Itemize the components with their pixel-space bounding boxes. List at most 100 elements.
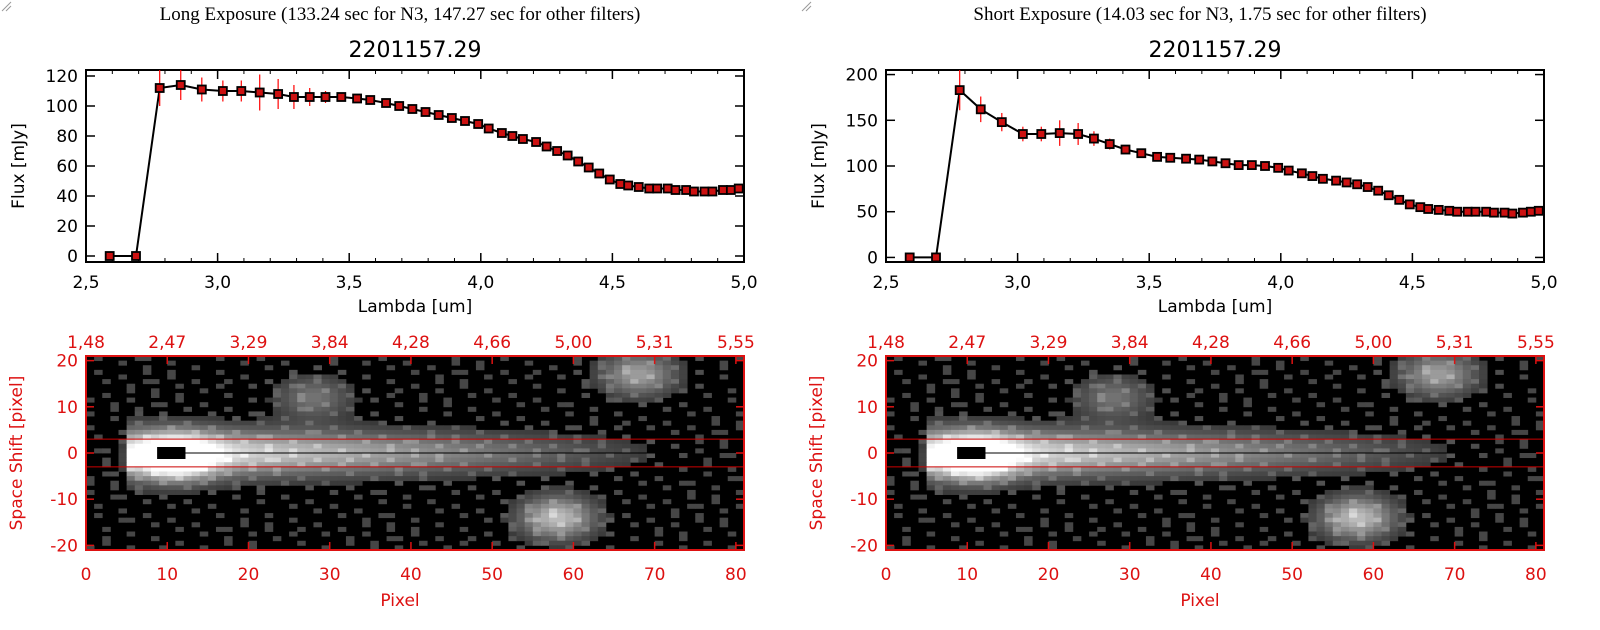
heatmap-cell — [345, 462, 355, 468]
heatmap-cell — [630, 369, 639, 375]
heatmap-cell — [1243, 480, 1252, 486]
heatmap-cell — [1349, 434, 1358, 440]
heatmap-cell — [484, 429, 493, 435]
heatmap-cell — [1308, 392, 1317, 398]
heatmap-cell — [1024, 536, 1033, 542]
heatmap-cell — [695, 503, 704, 509]
heatmap-cell — [950, 434, 960, 440]
heatmap-cell — [1097, 416, 1106, 422]
heatmap-cell — [1129, 480, 1139, 486]
heatmap-cell — [500, 443, 509, 449]
heatmap-cell — [622, 374, 631, 380]
heatmap-cell — [492, 397, 501, 403]
heatmap-cell — [1422, 448, 1431, 454]
heatmap-cell — [975, 540, 984, 546]
heatmap-cell — [549, 448, 558, 454]
heatmap-cell — [540, 429, 550, 435]
image-top-tick-label: 2,47 — [148, 333, 186, 353]
heatmap-cell — [605, 356, 615, 362]
heatmap-cell — [1332, 471, 1342, 477]
resize-grip-icon[interactable] — [800, 0, 812, 12]
heatmap-cell — [1089, 369, 1098, 375]
heatmap-cell — [1381, 503, 1391, 509]
heatmap-cell — [1145, 453, 1155, 459]
heatmap-cell — [256, 457, 266, 463]
data-point — [1318, 173, 1328, 184]
heatmap-cell — [1121, 420, 1131, 426]
heatmap-cell — [264, 457, 274, 463]
heatmap-cell — [695, 369, 704, 375]
heatmap-cell — [345, 536, 355, 542]
heatmap-cell — [1357, 466, 1366, 472]
heatmap-cell — [1438, 392, 1447, 398]
heatmap-cell — [662, 388, 672, 394]
heatmap-cell — [1308, 434, 1317, 440]
heatmap-cell — [557, 545, 566, 551]
heatmap-cell — [484, 448, 493, 454]
heatmap-cell — [1446, 397, 1456, 403]
heatmap-cell — [942, 457, 952, 463]
heatmap-cell — [1080, 462, 1090, 468]
heatmap-cell — [459, 448, 469, 454]
heatmap-cell — [1121, 471, 1131, 477]
heatmap-cell — [1479, 369, 1488, 375]
heatmap-cell — [1316, 480, 1326, 486]
heatmap-cell — [605, 383, 615, 389]
heatmap-cell — [1137, 369, 1147, 375]
heatmap-cell — [175, 443, 184, 449]
heatmap-cell — [215, 485, 225, 491]
heatmap-cell — [1365, 513, 1374, 519]
heatmap-cell — [321, 374, 331, 380]
heatmap-cell — [1462, 383, 1472, 389]
heatmap-cell — [1089, 388, 1098, 394]
heatmap-cell — [508, 471, 517, 477]
heatmap-cell — [1470, 365, 1480, 371]
heatmap-cell — [1349, 443, 1358, 449]
heatmap-cell — [378, 457, 387, 463]
heatmap-cell — [475, 434, 485, 440]
heatmap-cell — [459, 466, 469, 472]
heatmap-cell — [1373, 443, 1382, 449]
heatmap-cell — [967, 517, 976, 523]
heatmap-cell — [1178, 513, 1187, 519]
resize-grip-icon[interactable] — [0, 0, 12, 12]
heatmap-cell — [337, 453, 347, 459]
heatmap-cell — [1072, 429, 1082, 435]
image-x-tick-label: 60 — [1363, 565, 1385, 585]
heatmap-cell — [1105, 476, 1114, 482]
spectrum-frame — [85, 69, 745, 263]
heatmap-cell — [1105, 457, 1114, 463]
heatmap-cell — [1227, 476, 1236, 482]
heatmap-cell — [272, 388, 282, 394]
heatmap-cell — [959, 434, 968, 440]
heatmap-cell — [1145, 439, 1155, 445]
heatmap-cell — [508, 522, 517, 528]
heatmap-cell — [1381, 462, 1391, 468]
heatmap-cell — [910, 480, 919, 486]
data-point — [394, 101, 405, 111]
heatmap-cell — [1170, 411, 1179, 417]
heatmap-cell — [313, 443, 322, 449]
heatmap-cell — [492, 439, 501, 445]
heatmap-cell — [1097, 392, 1106, 398]
heatmap-cell — [1154, 476, 1163, 482]
heatmap-cell — [272, 434, 282, 440]
heatmap-cell — [1129, 425, 1139, 431]
image-top-tick-label: 2,47 — [948, 333, 986, 353]
heatmap-cell — [289, 374, 298, 380]
heatmap-cell — [735, 420, 745, 426]
heatmap-cell — [345, 434, 355, 440]
heatmap-cell — [1332, 453, 1342, 459]
heatmap-cell — [991, 425, 1001, 431]
image-top-tick-label: 5,00 — [1354, 333, 1392, 353]
heatmap-cell — [1162, 443, 1171, 449]
heatmap-cell — [1438, 379, 1447, 385]
heatmap-cell — [1405, 374, 1415, 380]
heatmap-cell — [1048, 540, 1057, 546]
heatmap-cell — [410, 531, 420, 537]
heatmap-cell — [240, 476, 249, 482]
heatmap-cell — [1210, 526, 1220, 532]
heatmap-cell — [942, 365, 952, 371]
heatmap-cell — [532, 397, 542, 403]
heatmap-cell — [500, 513, 509, 519]
